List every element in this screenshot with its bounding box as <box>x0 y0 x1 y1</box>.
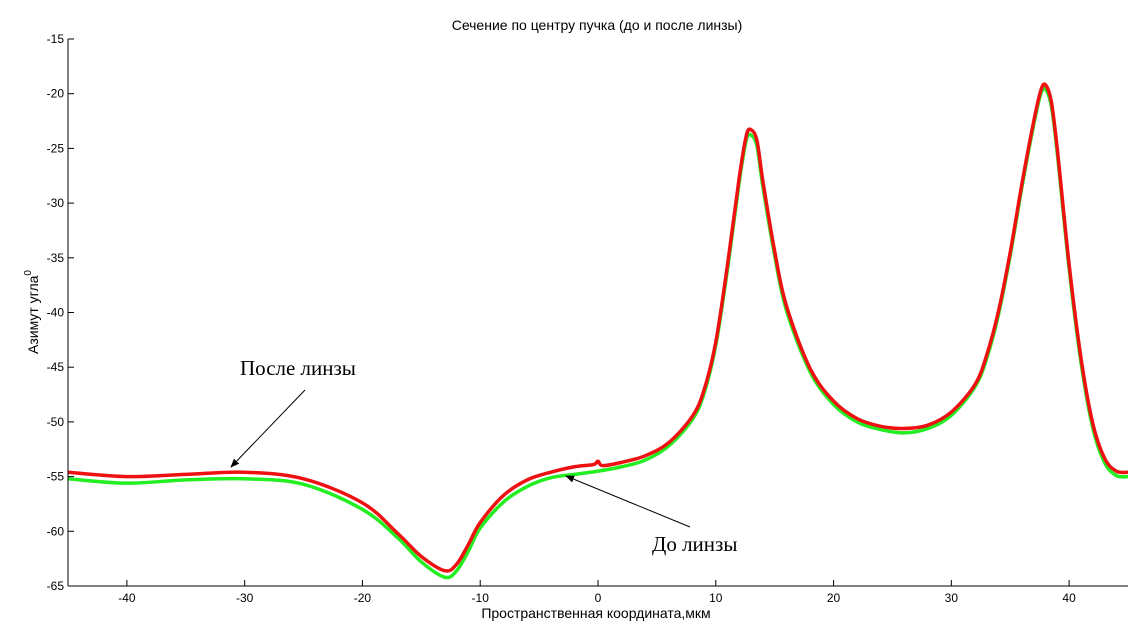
y-tick-label: -60 <box>47 524 65 538</box>
y-tick-label: -50 <box>47 415 65 429</box>
y-tick-label: -35 <box>47 251 65 265</box>
y-tick-label: -40 <box>47 306 65 320</box>
y-tick-label: -15 <box>47 32 65 46</box>
y-tick-label: -25 <box>47 141 65 155</box>
annotation-after-lens: После линзы <box>240 356 356 380</box>
x-tick-label: 30 <box>945 591 959 605</box>
plot-area <box>68 82 1128 580</box>
y-tick-label: -20 <box>47 87 65 101</box>
plot-background <box>68 39 1128 586</box>
x-axis-ticks: -40 -30 -20 -10 0 10 20 30 40 <box>118 580 1076 605</box>
chart-title: Сечение по центру пучка (до и после линз… <box>452 17 743 33</box>
x-tick-label: 20 <box>827 591 841 605</box>
y-axis-ticks: -15 -20 -25 -30 -35 -40 -45 -50 -55 -60 -65 <box>47 32 74 593</box>
x-tick-label: -40 <box>118 591 136 605</box>
x-tick-label: -30 <box>236 591 254 605</box>
y-tick-label: -45 <box>47 360 65 374</box>
x-tick-label: 10 <box>709 591 723 605</box>
x-tick-label: 0 <box>595 591 602 605</box>
x-axis-label: Пространственная координата,мкм <box>481 605 710 621</box>
annotation-before-lens: До линзы <box>652 532 737 556</box>
y-axis-label: Азимут угла0 <box>23 270 41 354</box>
x-tick-label: 40 <box>1062 591 1076 605</box>
y-axis-label-superscript: 0 <box>23 270 34 276</box>
annotation-arrow-before-lens <box>565 475 691 528</box>
series-line-after-lens <box>68 82 1128 573</box>
y-axis-label-text: Азимут угла <box>25 275 41 354</box>
annotation-arrow-after-lens <box>230 389 306 468</box>
x-tick-label: -20 <box>354 591 372 605</box>
x-tick-label: -10 <box>472 591 490 605</box>
y-tick-label: -55 <box>47 470 65 484</box>
y-tick-label: -65 <box>47 579 65 593</box>
y-tick-label: -30 <box>47 196 65 210</box>
y-axis-label-group: Азимут угла0 <box>23 270 41 354</box>
